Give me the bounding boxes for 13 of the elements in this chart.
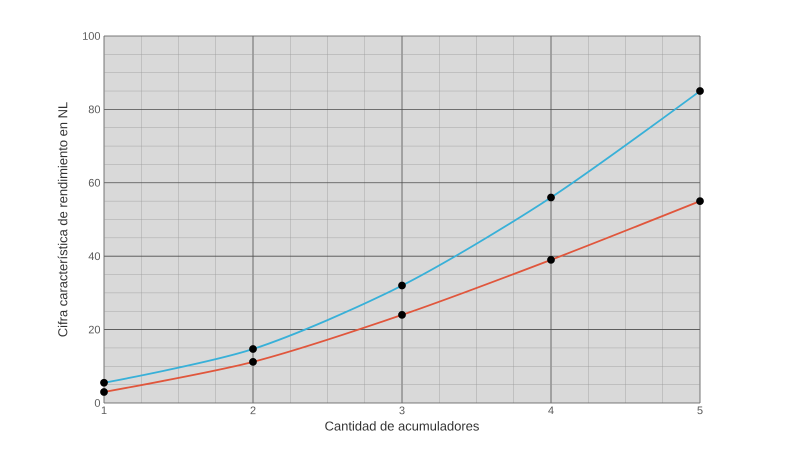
y-tick-label: 60 (88, 178, 100, 187)
y-tick-label: 20 (88, 326, 100, 334)
y-tick-label: 80 (88, 106, 100, 114)
x-axis-title: Cantidad de acumuladores (325, 421, 479, 431)
y-tick-label: 100 (83, 32, 100, 40)
y-tick-label: 0 (94, 399, 100, 407)
x-tick-label: 1 (102, 406, 107, 414)
x-tick-label: 3 (399, 406, 405, 414)
y-tick-label: 40 (88, 252, 100, 260)
y-axis-title: Cifra característica de rendimiento en NL (58, 102, 68, 337)
x-tick-label: 4 (548, 406, 554, 414)
x-tick-label: 2 (250, 406, 256, 414)
x-tick-label: 5 (697, 406, 703, 414)
